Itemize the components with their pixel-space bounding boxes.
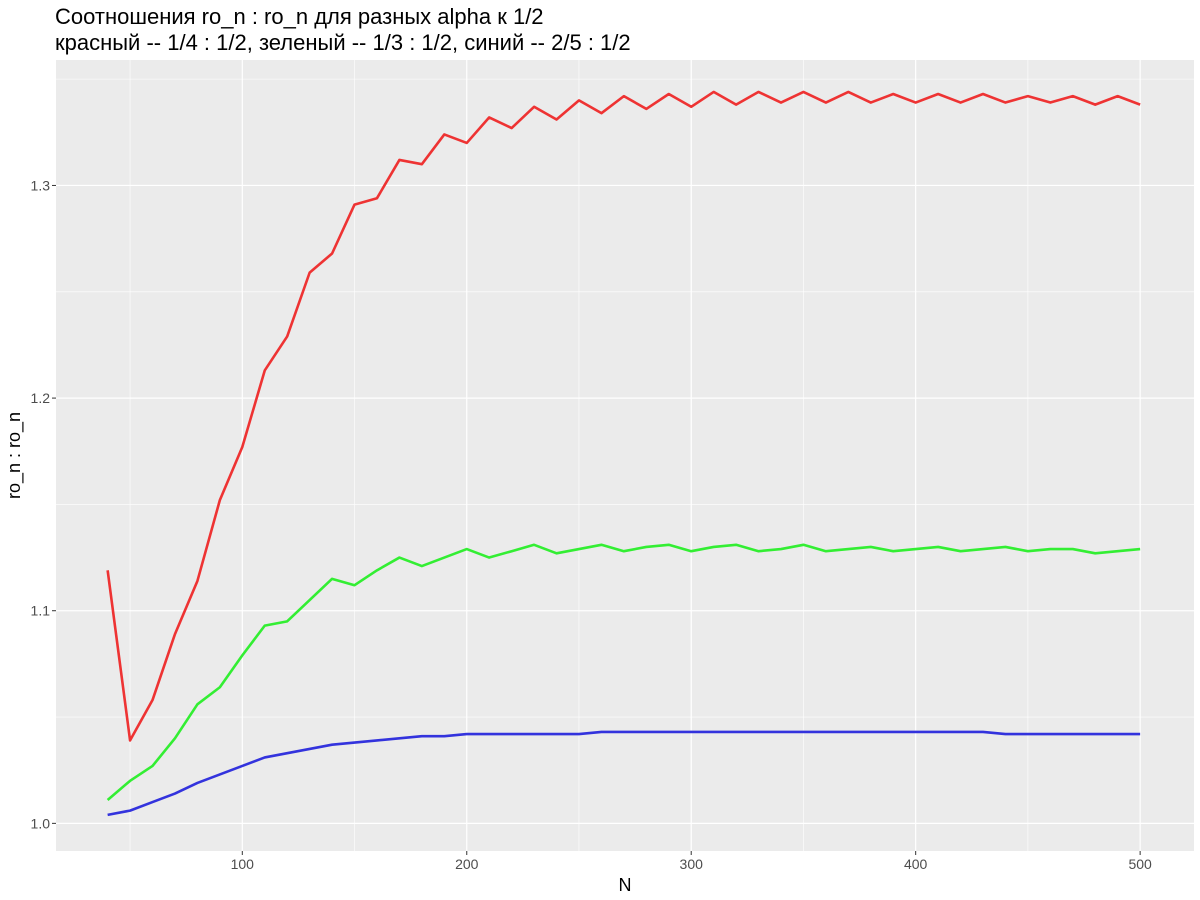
y-tick-label: 1.2 xyxy=(31,390,51,406)
x-axis-title: N xyxy=(619,875,632,895)
series-line-red xyxy=(106,90,1141,742)
x-tick-label: 200 xyxy=(455,856,479,872)
major-gridlines xyxy=(56,60,1194,851)
x-tick-label: 500 xyxy=(1128,856,1152,872)
y-tick-label: 1.3 xyxy=(31,177,51,193)
plot-panel xyxy=(56,60,1194,851)
y-tick-label: 1.1 xyxy=(31,603,51,619)
x-tick-label: 400 xyxy=(904,856,928,872)
axis-tick-labels: 100 200 300 400 500 1.0 1.1 1.2 1.3 xyxy=(31,177,1152,872)
chart-title: Соотношения ro_n : ro_n для разных alpha… xyxy=(55,4,544,29)
x-tick-label: 300 xyxy=(680,856,704,872)
axis-ticks xyxy=(52,184,1141,855)
series-lines xyxy=(106,90,1141,817)
y-tick-label: 1.0 xyxy=(31,815,51,831)
y-axis-title: ro_n : ro_n xyxy=(4,412,25,499)
series-line-blue xyxy=(107,730,1141,817)
minor-gridlines xyxy=(56,60,1194,851)
x-tick-label: 100 xyxy=(231,856,255,872)
series-line-green xyxy=(106,543,1141,801)
chart-subtitle: красный -- 1/4 : 1/2, зеленый -- 1/3 : 1… xyxy=(55,30,631,55)
